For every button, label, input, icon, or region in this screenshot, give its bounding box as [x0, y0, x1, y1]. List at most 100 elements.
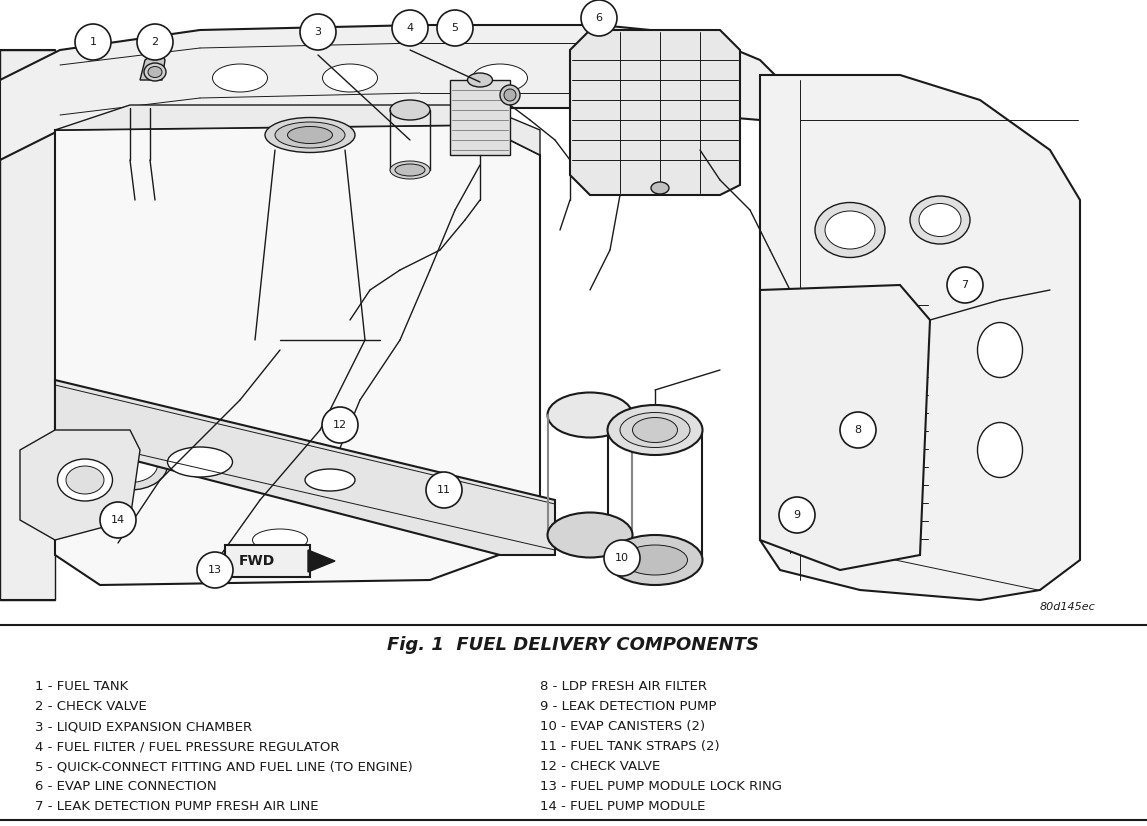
Ellipse shape	[651, 182, 669, 194]
Ellipse shape	[395, 164, 426, 176]
Ellipse shape	[322, 64, 377, 92]
Text: 3 - LIQUID EXPANSION CHAMBER: 3 - LIQUID EXPANSION CHAMBER	[36, 720, 252, 733]
Text: 8: 8	[855, 425, 861, 435]
Circle shape	[437, 10, 473, 46]
Bar	[0, 0, 1147, 620]
Bar	[845, 480, 860, 510]
Ellipse shape	[816, 202, 885, 258]
Polygon shape	[140, 50, 165, 80]
Ellipse shape	[632, 417, 678, 443]
Ellipse shape	[288, 126, 333, 144]
Text: 12: 12	[333, 420, 348, 430]
Circle shape	[301, 14, 336, 50]
Text: 1: 1	[89, 37, 96, 47]
Ellipse shape	[919, 203, 961, 236]
Ellipse shape	[621, 412, 690, 448]
Polygon shape	[570, 30, 740, 195]
Ellipse shape	[430, 483, 450, 497]
Text: 8 - LDP FRESH AIR FILTER: 8 - LDP FRESH AIR FILTER	[540, 680, 707, 693]
Text: 14 - FUEL PUMP MODULE: 14 - FUEL PUMP MODULE	[540, 800, 705, 813]
Polygon shape	[55, 105, 540, 155]
Circle shape	[582, 0, 617, 36]
Bar	[225, 545, 310, 577]
Ellipse shape	[547, 392, 632, 438]
Circle shape	[426, 472, 462, 508]
Ellipse shape	[820, 509, 860, 531]
Ellipse shape	[390, 161, 430, 179]
Text: 4 - FUEL FILTER / FUEL PRESSURE REGULATOR: 4 - FUEL FILTER / FUEL PRESSURE REGULATO…	[36, 740, 340, 753]
Polygon shape	[55, 380, 555, 555]
Text: 10 - EVAP CANISTERS (2): 10 - EVAP CANISTERS (2)	[540, 720, 705, 733]
Ellipse shape	[468, 73, 492, 87]
Polygon shape	[55, 125, 540, 585]
Ellipse shape	[623, 545, 687, 575]
Ellipse shape	[977, 423, 1022, 477]
Text: 11: 11	[437, 485, 451, 495]
Ellipse shape	[608, 535, 702, 585]
Circle shape	[100, 502, 136, 538]
Ellipse shape	[473, 64, 528, 92]
Ellipse shape	[265, 117, 356, 153]
Text: 10: 10	[615, 553, 629, 563]
Text: FWD: FWD	[239, 554, 275, 568]
Text: 7 - LEAK DETECTION PUMP FRESH AIR LINE: 7 - LEAK DETECTION PUMP FRESH AIR LINE	[36, 800, 319, 813]
Text: 7: 7	[961, 280, 968, 290]
Polygon shape	[0, 50, 55, 600]
Text: 5 - QUICK-CONNECT FITTING AND FUEL LINE (TO ENGINE): 5 - QUICK-CONNECT FITTING AND FUEL LINE …	[36, 760, 413, 773]
Circle shape	[197, 552, 233, 588]
Ellipse shape	[547, 512, 632, 558]
Text: 1 - FUEL TANK: 1 - FUEL TANK	[36, 680, 128, 693]
Ellipse shape	[608, 405, 702, 455]
Ellipse shape	[504, 89, 516, 101]
Text: 3: 3	[314, 27, 321, 37]
Polygon shape	[309, 550, 335, 572]
Text: 2 - CHECK VALVE: 2 - CHECK VALVE	[36, 700, 147, 713]
Polygon shape	[0, 25, 780, 160]
Ellipse shape	[275, 122, 345, 148]
Polygon shape	[760, 75, 1080, 600]
Ellipse shape	[145, 63, 166, 81]
Ellipse shape	[390, 100, 430, 120]
Circle shape	[136, 24, 173, 60]
Polygon shape	[19, 430, 140, 540]
Text: 13: 13	[208, 565, 223, 575]
Circle shape	[322, 407, 358, 443]
Ellipse shape	[102, 448, 157, 482]
Ellipse shape	[910, 196, 970, 244]
Ellipse shape	[57, 459, 112, 501]
Circle shape	[779, 497, 816, 533]
Circle shape	[392, 10, 428, 46]
Ellipse shape	[252, 529, 307, 551]
Polygon shape	[760, 285, 930, 570]
Text: 9 - LEAK DETECTION PUMP: 9 - LEAK DETECTION PUMP	[540, 700, 717, 713]
Ellipse shape	[977, 322, 1022, 377]
Text: 5: 5	[452, 23, 459, 33]
Text: 12 - CHECK VALVE: 12 - CHECK VALVE	[540, 760, 661, 773]
Text: 80d145ec: 80d145ec	[1040, 602, 1095, 612]
Ellipse shape	[93, 440, 167, 490]
Text: 9: 9	[794, 510, 801, 520]
Ellipse shape	[826, 512, 855, 528]
Bar	[865, 480, 880, 510]
Ellipse shape	[67, 466, 104, 494]
Text: 14: 14	[111, 515, 125, 525]
Bar	[450, 80, 510, 155]
Circle shape	[947, 267, 983, 303]
Text: 11 - FUEL TANK STRAPS (2): 11 - FUEL TANK STRAPS (2)	[540, 740, 719, 753]
Ellipse shape	[825, 211, 875, 249]
Text: 6 - EVAP LINE CONNECTION: 6 - EVAP LINE CONNECTION	[36, 780, 217, 793]
Ellipse shape	[500, 85, 520, 105]
Bar	[820, 480, 835, 510]
Circle shape	[75, 24, 111, 60]
Text: 13 - FUEL PUMP MODULE LOCK RING: 13 - FUEL PUMP MODULE LOCK RING	[540, 780, 782, 793]
Text: 4: 4	[406, 23, 414, 33]
Ellipse shape	[148, 67, 162, 78]
Text: 6: 6	[595, 13, 602, 23]
Text: Fig. 1  FUEL DELIVERY COMPONENTS: Fig. 1 FUEL DELIVERY COMPONENTS	[387, 636, 759, 654]
Ellipse shape	[305, 469, 356, 491]
Circle shape	[604, 540, 640, 576]
Circle shape	[840, 412, 876, 448]
Ellipse shape	[167, 447, 233, 477]
Ellipse shape	[212, 64, 267, 92]
Text: 2: 2	[151, 37, 158, 47]
